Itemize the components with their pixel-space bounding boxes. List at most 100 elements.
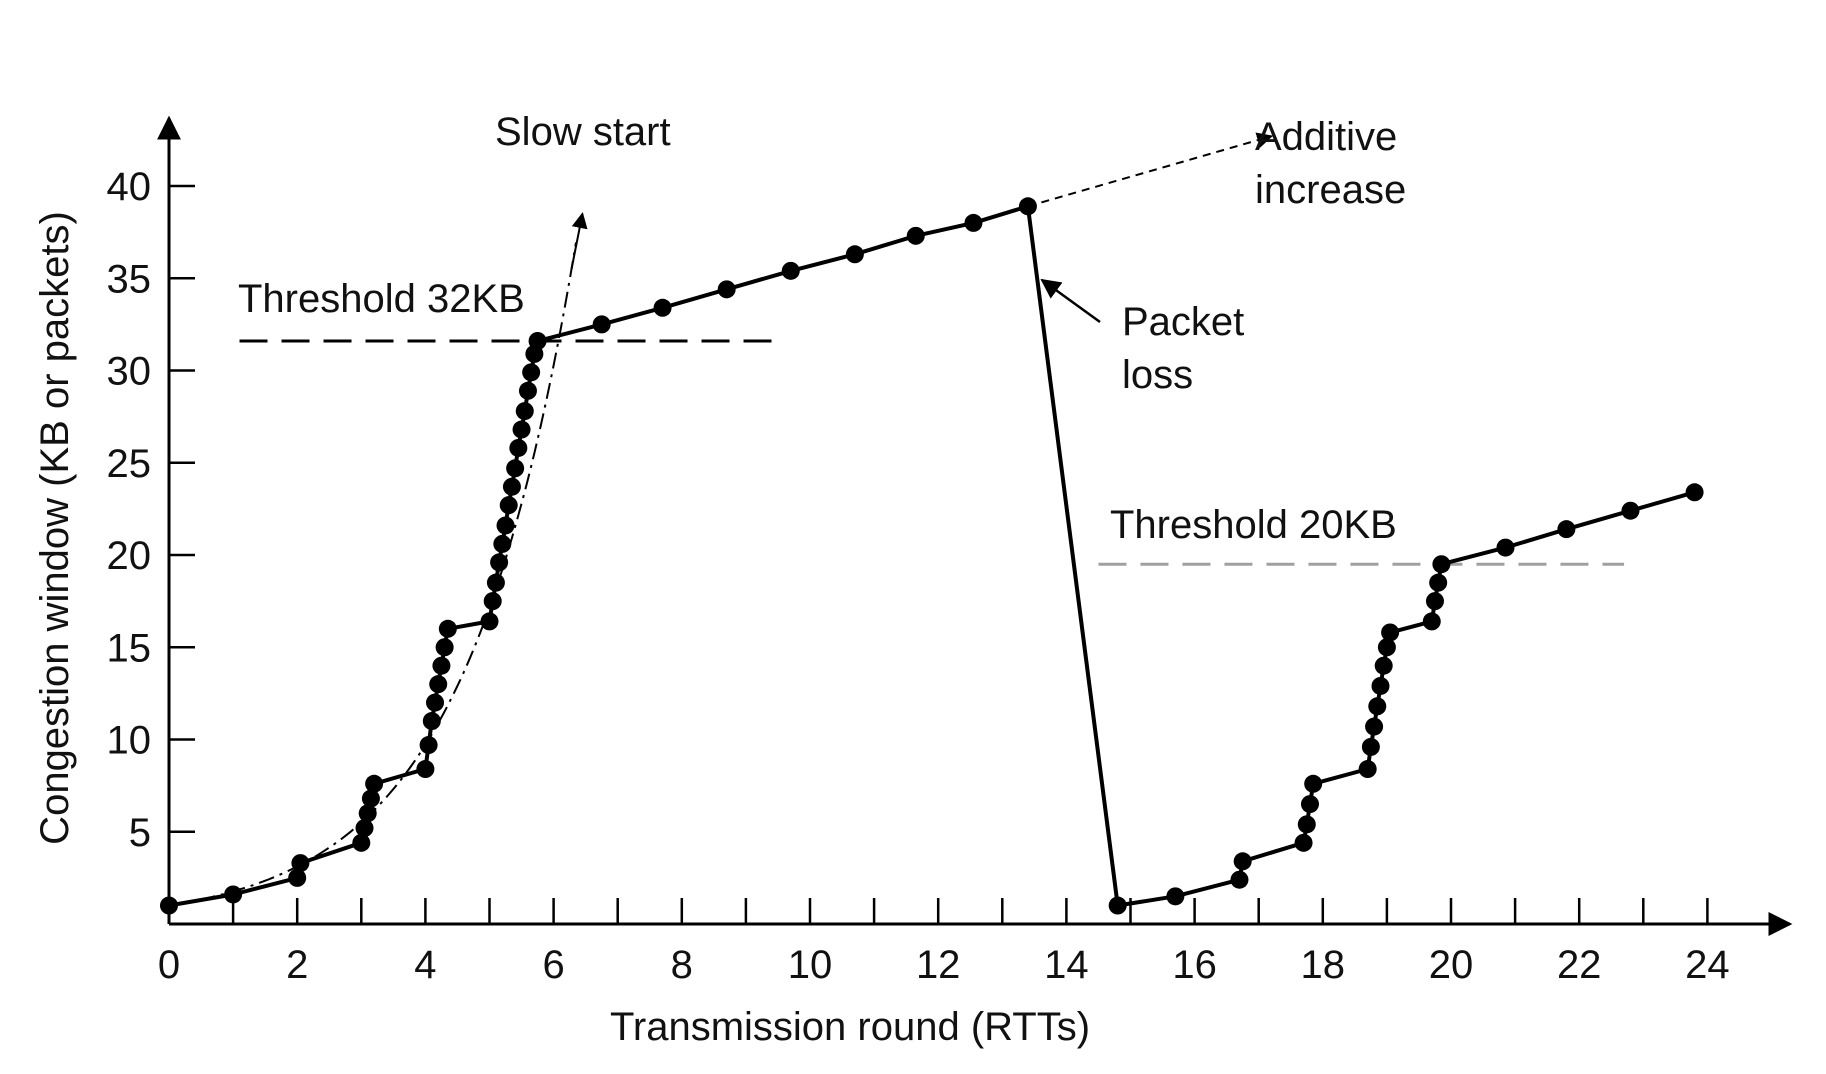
data-point — [1425, 592, 1444, 611]
axes — [157, 115, 1793, 936]
data-point — [781, 261, 800, 280]
data-point — [1297, 815, 1316, 834]
data-point — [1371, 676, 1390, 695]
data-point — [419, 736, 438, 755]
data-point — [1365, 717, 1384, 736]
x-tick-label: 6 — [542, 943, 564, 987]
guide-curves — [168, 132, 1274, 907]
x-tick-label: 14 — [1044, 943, 1089, 987]
data-point — [435, 638, 454, 657]
annotations: Slow start Additive increase Packet loss… — [33, 110, 1406, 1049]
data-point — [964, 213, 983, 232]
x-tick-label: 18 — [1301, 943, 1346, 987]
packet-loss-label-line1: Packet — [1122, 300, 1244, 344]
data-point — [1361, 737, 1380, 756]
data-point — [480, 612, 499, 631]
series — [160, 197, 1704, 915]
x-tick-label: 22 — [1557, 943, 1602, 987]
data-point — [906, 226, 925, 245]
data-point — [1422, 612, 1441, 631]
data-point — [512, 420, 531, 439]
data-point — [515, 402, 534, 421]
y-tick-label: 20 — [107, 534, 152, 578]
threshold-20kb-label: Threshold 20KB — [1110, 503, 1397, 547]
data-point — [506, 459, 525, 478]
x-tick-label: 0 — [158, 943, 180, 987]
data-point — [224, 885, 243, 904]
data-point — [1233, 852, 1252, 871]
x-tick-label: 2 — [286, 943, 308, 987]
data-point — [1358, 760, 1377, 779]
x-tick-label: 8 — [671, 943, 693, 987]
data-point — [486, 573, 505, 592]
slow-start-label: Slow start — [495, 110, 671, 154]
x-axis-title: Transmission round (RTTs) — [610, 1005, 1090, 1049]
data-point — [1304, 774, 1323, 793]
data-point — [1377, 638, 1396, 657]
x-tick-label: 16 — [1172, 943, 1217, 987]
y-tick-label: 5 — [129, 811, 151, 855]
data-point — [1557, 520, 1576, 539]
data-point — [653, 298, 672, 317]
data-point — [499, 496, 518, 515]
data-point — [1685, 483, 1704, 502]
data-point — [438, 619, 457, 638]
data-point — [717, 280, 736, 299]
x-tick-label: 4 — [414, 943, 436, 987]
y-tick-label: 15 — [107, 626, 152, 670]
data-point — [496, 516, 515, 535]
data-point — [160, 896, 178, 915]
data-point — [528, 331, 547, 350]
data-point — [1368, 697, 1387, 716]
y-tick-label: 30 — [107, 350, 152, 394]
data-point — [522, 363, 541, 382]
data-point — [483, 592, 502, 611]
packet-loss-label-line2: loss — [1122, 353, 1193, 397]
threshold-32kb-label: Threshold 32KB — [238, 277, 525, 321]
data-point — [365, 774, 384, 793]
data-point — [1374, 656, 1393, 675]
data-point — [358, 804, 377, 823]
y-tick-label: 25 — [107, 442, 152, 486]
y-tick-label: 40 — [107, 165, 152, 209]
data-point — [493, 534, 512, 553]
data-point — [291, 854, 310, 873]
data-point — [288, 868, 307, 887]
data-point — [1496, 538, 1515, 557]
additive-increase-arrow — [1027, 132, 1274, 208]
y-tick-label: 10 — [107, 719, 152, 763]
data-point — [1294, 833, 1313, 852]
y-tick-label: 35 — [107, 257, 152, 301]
data-point — [429, 675, 448, 694]
data-point — [361, 789, 380, 808]
data-point — [1018, 197, 1037, 216]
data-point — [845, 245, 864, 264]
x-tick-label: 24 — [1685, 943, 1730, 987]
data-point — [509, 438, 528, 457]
data-point — [592, 315, 611, 334]
data-point — [518, 381, 537, 400]
data-point — [422, 712, 441, 731]
x-tick-label: 10 — [788, 943, 833, 987]
y-axis-title: Congestion window (KB or packets) — [33, 211, 77, 845]
data-point — [355, 819, 374, 838]
x-tick-label: 20 — [1429, 943, 1474, 987]
data-point — [416, 760, 435, 779]
packet-loss-arrow — [1040, 278, 1101, 324]
data-point — [1230, 870, 1249, 889]
data-point — [1108, 896, 1127, 915]
slow-start-arrow — [570, 212, 588, 270]
data-point — [1381, 623, 1400, 642]
additive-label-line1: Additive — [1255, 115, 1397, 159]
data-point — [1429, 573, 1448, 592]
data-point — [1300, 795, 1319, 814]
threshold-lines — [239, 339, 1625, 566]
data-point — [1166, 887, 1185, 906]
data-point — [1621, 501, 1640, 520]
data-point — [426, 693, 445, 712]
additive-label-line2: increase — [1255, 168, 1406, 212]
data-point — [352, 833, 371, 852]
